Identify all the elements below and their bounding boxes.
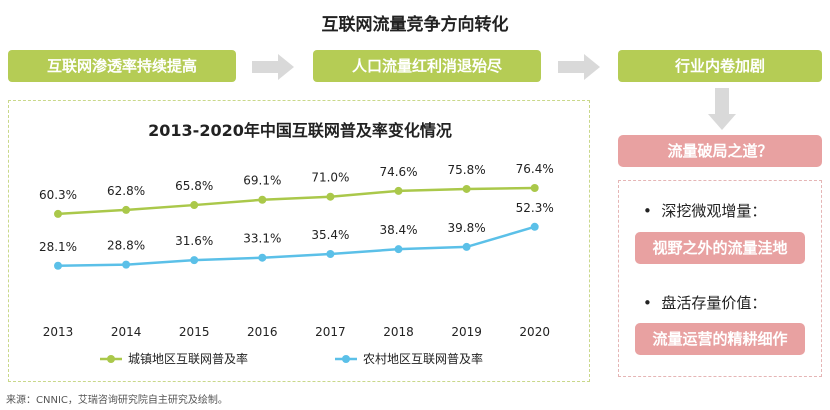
chart-title: 2013-2020年中国互联网普及率变化情况 bbox=[148, 121, 452, 140]
solution-box: 流量运营的精耕细作 bbox=[635, 323, 805, 355]
data-label: 71.0% bbox=[311, 171, 349, 185]
step-dividend: 人口流量红利消退殆尽 bbox=[313, 50, 541, 82]
step-penetration: 互联网渗透率持续提高 bbox=[8, 50, 236, 82]
data-point bbox=[530, 222, 539, 231]
data-label: 39.8% bbox=[448, 221, 486, 235]
arrow-right-icon bbox=[558, 54, 600, 80]
question-box: 流量破局之道？ bbox=[618, 135, 822, 167]
bullet-text: 盘活存量价值： bbox=[661, 294, 767, 312]
x-tick-label: 2016 bbox=[247, 325, 278, 339]
data-point bbox=[462, 184, 471, 193]
data-point bbox=[258, 195, 267, 204]
x-tick-label: 2017 bbox=[315, 325, 346, 339]
x-tick-label: 2015 bbox=[179, 325, 210, 339]
solutions-frame bbox=[618, 180, 822, 377]
series-line bbox=[57, 225, 536, 268]
source-note: 来源：CNNIC，艾瑞咨询研究院自主研究及绘制。 bbox=[6, 395, 228, 406]
series-line bbox=[57, 186, 535, 216]
data-label: 52.3% bbox=[516, 201, 554, 215]
data-label: 65.8% bbox=[175, 179, 213, 193]
x-tick-label: 2020 bbox=[519, 325, 550, 339]
data-label: 69.1% bbox=[243, 174, 281, 188]
data-label: 76.4% bbox=[516, 162, 554, 176]
data-point bbox=[258, 253, 267, 262]
chart-frame bbox=[8, 100, 590, 382]
data-point bbox=[394, 245, 403, 254]
bullet-item: • 盘活存量价值： bbox=[643, 294, 767, 312]
data-label: 60.3% bbox=[39, 188, 77, 202]
legend-label: 城镇地区互联网普及率 bbox=[128, 351, 248, 366]
arrow-right-icon bbox=[252, 54, 294, 80]
legend-marker bbox=[107, 355, 115, 363]
solution-box: 视野之外的流量洼地 bbox=[635, 232, 805, 264]
data-point bbox=[122, 205, 131, 214]
data-point bbox=[54, 261, 62, 270]
data-point bbox=[190, 201, 199, 210]
bullet-item: • 深挖微观增量： bbox=[643, 202, 767, 220]
data-point bbox=[462, 242, 471, 251]
data-point bbox=[530, 183, 539, 192]
arrow-down-icon bbox=[708, 88, 736, 130]
data-point bbox=[54, 209, 62, 218]
data-label: 28.8% bbox=[107, 239, 145, 253]
data-label: 35.4% bbox=[311, 228, 349, 242]
bullet-text: 深挖微观增量： bbox=[661, 202, 767, 220]
data-label: 38.4% bbox=[379, 223, 417, 237]
data-label: 31.6% bbox=[175, 234, 213, 248]
x-tick-label: 2018 bbox=[383, 325, 414, 339]
x-tick-label: 2013 bbox=[43, 325, 74, 339]
data-label: 33.1% bbox=[243, 232, 281, 246]
data-label: 62.8% bbox=[107, 184, 145, 198]
x-tick-label: 2019 bbox=[451, 325, 482, 339]
data-label: 74.6% bbox=[379, 165, 417, 179]
legend-label: 农村地区互联网普及率 bbox=[363, 351, 483, 366]
data-point bbox=[394, 186, 403, 195]
data-point bbox=[326, 192, 335, 201]
step-involution: 行业内卷加剧 bbox=[618, 50, 822, 82]
legend-marker bbox=[342, 355, 350, 363]
data-point bbox=[122, 260, 131, 269]
data-point bbox=[190, 256, 199, 265]
x-tick-label: 2014 bbox=[111, 325, 142, 339]
data-label: 75.8% bbox=[448, 163, 486, 177]
data-point bbox=[326, 250, 335, 259]
main-title: 互联网流量竞争方向转化 bbox=[321, 15, 509, 35]
data-label: 28.1% bbox=[39, 240, 77, 254]
